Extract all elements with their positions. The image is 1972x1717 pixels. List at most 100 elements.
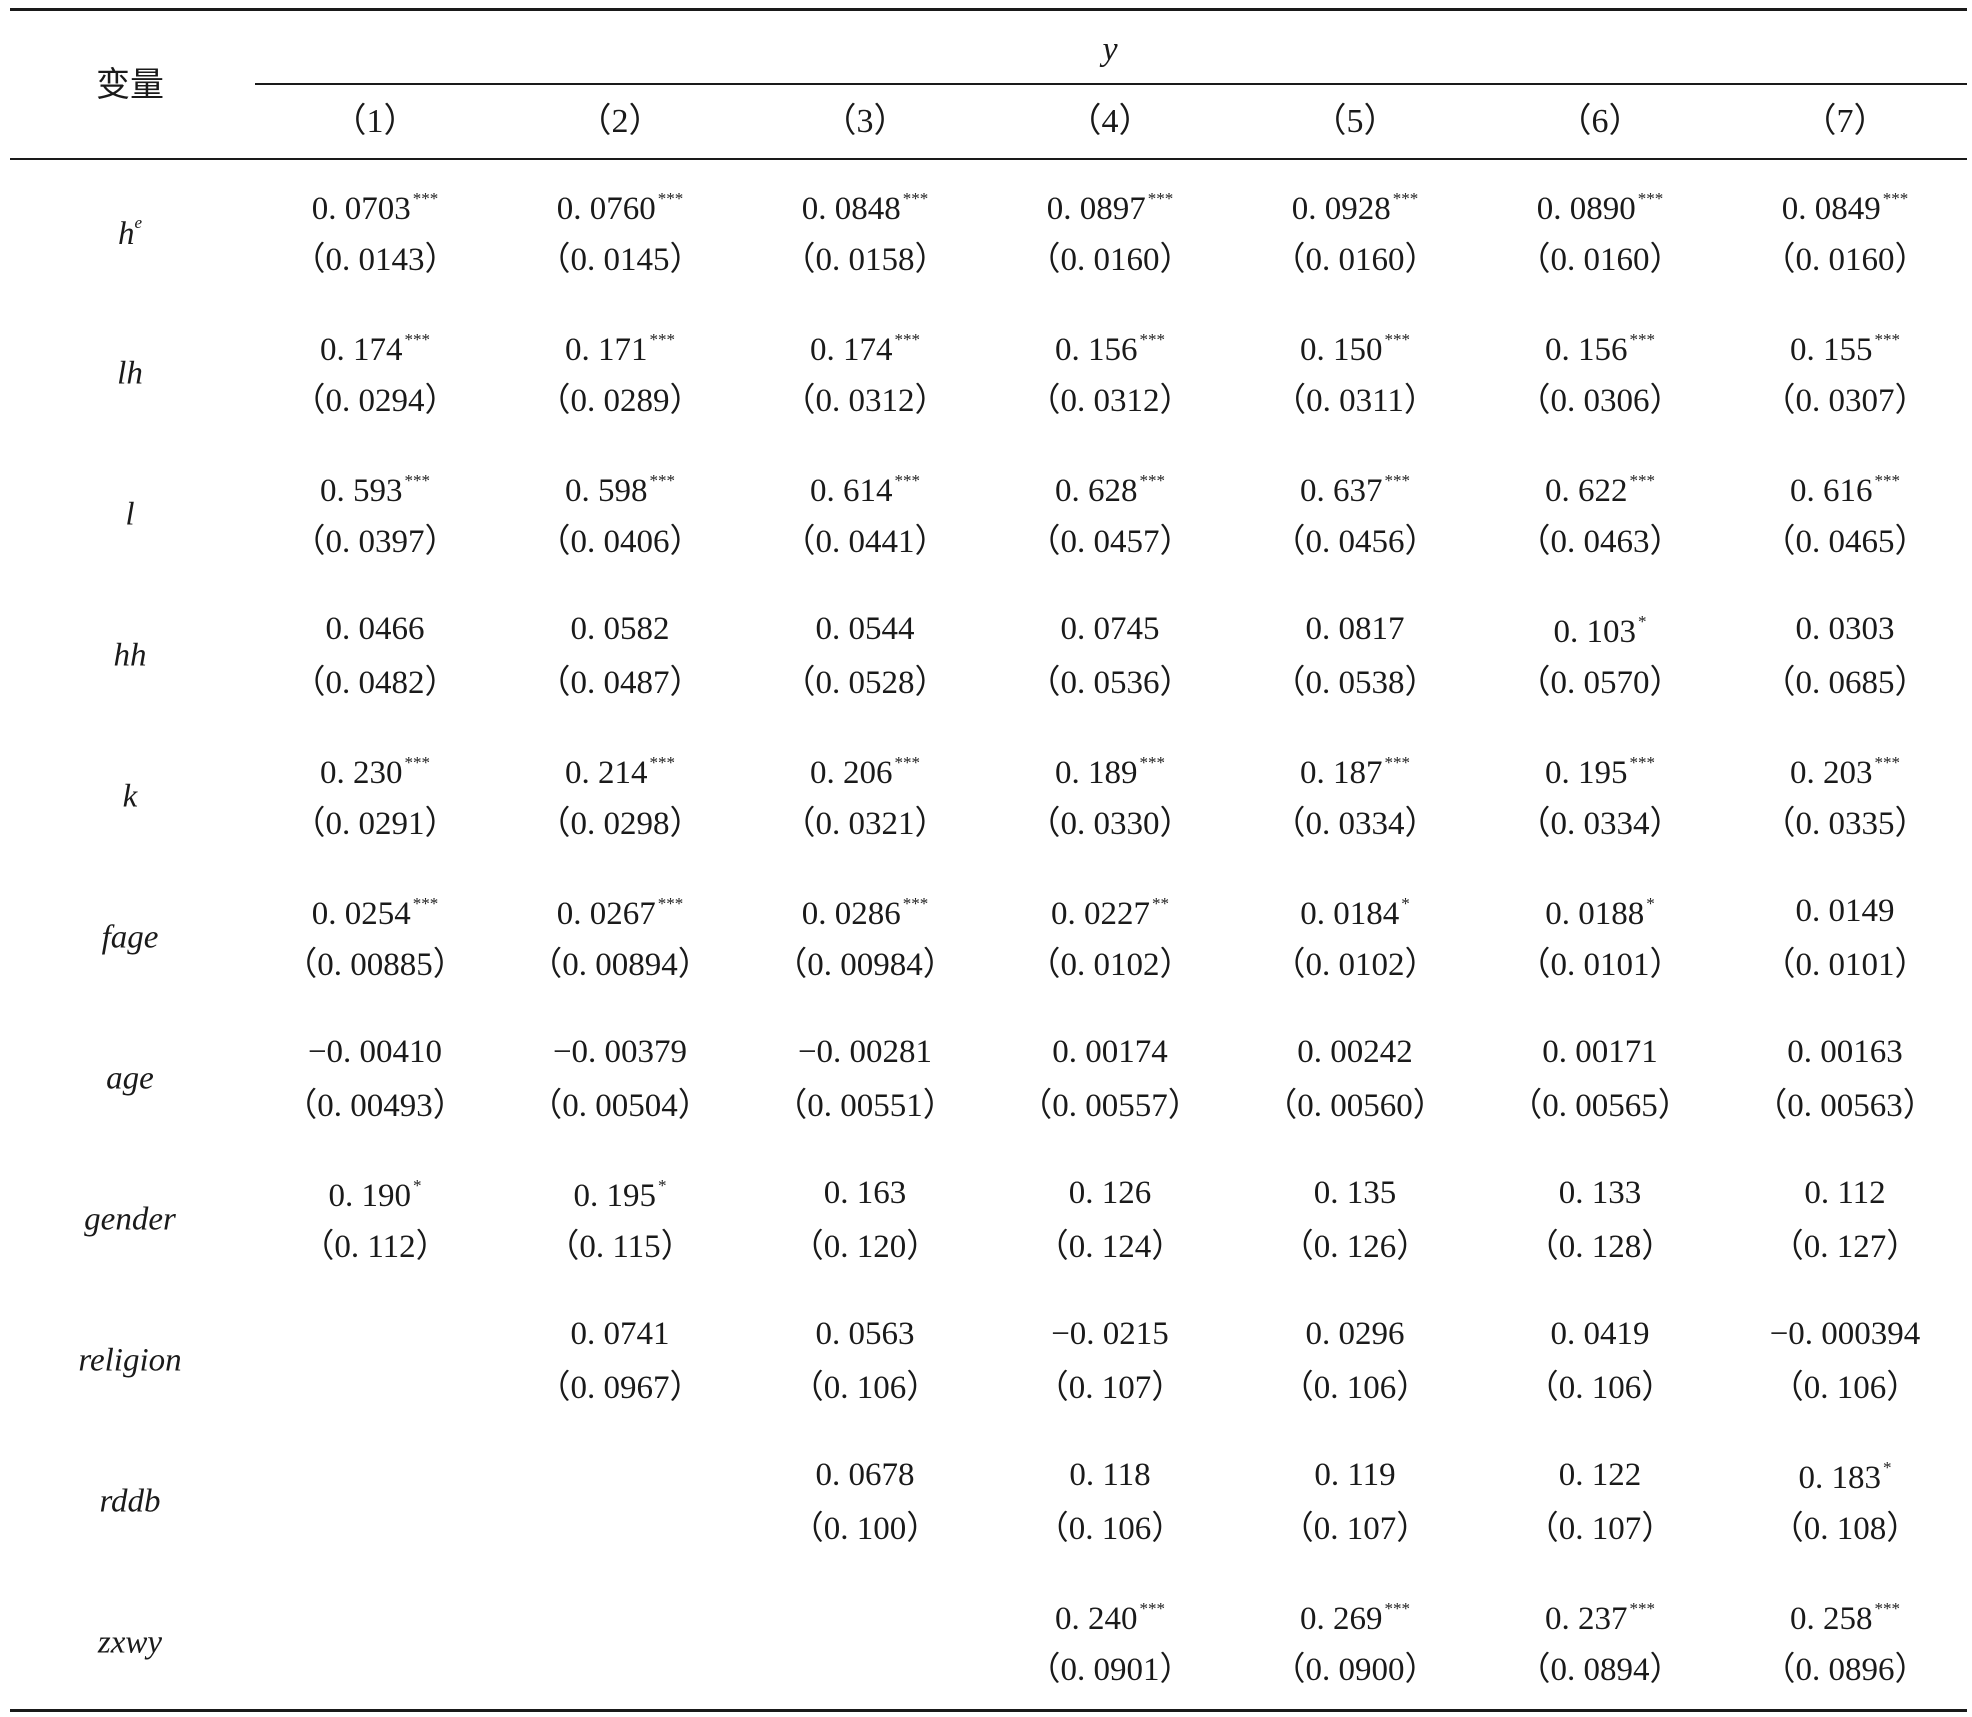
standard-error: （0. 0397） xyxy=(292,524,458,560)
significance-stars: * xyxy=(1401,894,1410,913)
coefficient-value: 0. 622 xyxy=(1545,473,1628,509)
significance-stars: *** xyxy=(1629,471,1656,490)
table-cell: 0. 174 *** （0. 0294） xyxy=(293,331,458,418)
significance-stars: *** xyxy=(1384,753,1411,772)
table-cell: −0. 00281 （0. 00551） xyxy=(774,1036,956,1123)
coefficient: 0. 174 *** xyxy=(293,331,458,371)
row-label-text: h xyxy=(117,216,135,252)
coefficient: 0. 195 * xyxy=(546,1177,693,1217)
table-cell: 0. 112 （0. 127） xyxy=(1771,1177,1920,1264)
significance-stars: *** xyxy=(1392,189,1419,208)
significance-stars: *** xyxy=(404,753,431,772)
table-top-rule xyxy=(10,8,1967,11)
table-cell: 0. 0928 *** （0. 0160） xyxy=(1273,190,1438,277)
table-cell: 0. 269 *** （0. 0900） xyxy=(1273,1600,1438,1687)
standard-error: （0. 0536） xyxy=(1027,665,1193,701)
coefficient-value: 0. 0184 xyxy=(1300,896,1400,932)
table-cell: 0. 155 *** （0. 0307） xyxy=(1763,331,1928,418)
standard-error: （0. 0465） xyxy=(1762,524,1928,560)
standard-error: （0. 127） xyxy=(1770,1229,1920,1265)
coefficient-value: 0. 174 xyxy=(320,332,403,368)
table-cell: 0. 0563 （0. 106） xyxy=(791,1318,940,1405)
table-cell: 0. 0267 *** （0. 00894） xyxy=(529,895,711,982)
table-cell: 0. 0296 （0. 106） xyxy=(1281,1318,1430,1405)
table-cell: 0. 126 （0. 124） xyxy=(1036,1177,1185,1264)
coefficient: 0. 616 *** xyxy=(1763,472,1928,512)
standard-error: （0. 0311） xyxy=(1273,383,1437,419)
standard-error: （0. 00560） xyxy=(1264,1088,1446,1124)
coefficient-value: 0. 133 xyxy=(1558,1175,1642,1211)
coefficient-value: 0. 230 xyxy=(320,755,403,791)
coefficient: 0. 598 *** xyxy=(538,472,703,512)
column-header-6: （6） xyxy=(1557,103,1643,140)
coefficient: 0. 171 *** xyxy=(538,331,703,371)
table-cell: 0. 214 *** （0. 0298） xyxy=(538,754,703,841)
coefficient: 0. 122 xyxy=(1526,1459,1675,1499)
coefficient: 0. 269 *** xyxy=(1273,1600,1438,1640)
coefficient: 0. 0928 *** xyxy=(1273,190,1438,230)
column-header-7: （7） xyxy=(1802,103,1888,140)
coefficient-value: 0. 0267 xyxy=(556,896,656,932)
significance-stars: * xyxy=(1646,894,1655,913)
standard-error: （0. 106） xyxy=(1280,1370,1430,1406)
table-cell: 0. 616 *** （0. 0465） xyxy=(1763,472,1928,559)
significance-stars: *** xyxy=(1139,753,1166,772)
coefficient: 0. 103 * xyxy=(1518,613,1683,653)
significance-stars: *** xyxy=(894,753,921,772)
table-cell: −0. 0215 （0. 107） xyxy=(1036,1318,1185,1405)
standard-error: （0. 0160） xyxy=(1517,242,1683,278)
coefficient: 0. 637 *** xyxy=(1273,472,1438,512)
coefficient: 0. 0848 *** xyxy=(783,190,948,230)
standard-error: （0. 106） xyxy=(1035,1511,1185,1547)
coefficient: 0. 258 *** xyxy=(1763,1600,1928,1640)
row-label: k xyxy=(123,779,138,816)
significance-stars: *** xyxy=(1384,471,1411,490)
table-cell: 0. 122 （0. 107） xyxy=(1526,1459,1675,1546)
coefficient-value: 0. 0582 xyxy=(570,611,670,647)
coefficient-value: 0. 0849 xyxy=(1781,191,1881,227)
coefficient: 0. 183 * xyxy=(1771,1459,1920,1499)
coefficient-value: 0. 156 xyxy=(1055,332,1138,368)
standard-error: （0. 0894） xyxy=(1517,1652,1683,1688)
coefficient-value: 0. 00171 xyxy=(1542,1034,1658,1070)
row-label: age xyxy=(106,1061,154,1098)
table-cell: −0. 000394 （0. 106） xyxy=(1770,1318,1921,1405)
coefficient: 0. 112 xyxy=(1771,1177,1920,1217)
coefficient-value: 0. 0760 xyxy=(556,191,656,227)
coefficient-value: 0. 0254 xyxy=(311,896,411,932)
coefficient: 0. 214 *** xyxy=(538,754,703,794)
standard-error: （0. 00504） xyxy=(529,1088,711,1124)
table-cell: 0. 190 * （0. 112） xyxy=(301,1177,448,1264)
coefficient: 0. 0254 *** xyxy=(284,895,466,935)
table-cell: 0. 240 *** （0. 0901） xyxy=(1028,1600,1193,1687)
table-cell: 0. 163 （0. 120） xyxy=(791,1177,940,1264)
coefficient: 0. 0184 * xyxy=(1273,895,1438,935)
standard-error: （0. 0312） xyxy=(1027,383,1193,419)
standard-error: （0. 124） xyxy=(1035,1229,1185,1265)
coefficient-value: 0. 119 xyxy=(1314,1457,1396,1493)
standard-error: （0. 0334） xyxy=(1272,806,1438,842)
table-cell: 0. 133 （0. 128） xyxy=(1526,1177,1675,1264)
coefficient-value: 0. 174 xyxy=(810,332,893,368)
table-cell: 0. 0848 *** （0. 0158） xyxy=(783,190,948,277)
significance-stars: *** xyxy=(404,330,431,349)
standard-error: （0. 0967） xyxy=(537,1370,703,1406)
coefficient-value: 0. 237 xyxy=(1545,1601,1628,1637)
variable-column-header: 变量 xyxy=(96,65,164,105)
significance-stars: *** xyxy=(1629,330,1656,349)
standard-error: （0. 0306） xyxy=(1517,383,1683,419)
coefficient-value: 0. 0303 xyxy=(1795,611,1895,647)
standard-error: （0. 0307） xyxy=(1762,383,1928,419)
coefficient: 0. 150 *** xyxy=(1273,331,1437,371)
significance-stars: *** xyxy=(1629,753,1656,772)
standard-error: （0. 115） xyxy=(546,1229,694,1265)
standard-error: （0. 00885） xyxy=(284,947,466,983)
coefficient-value: 0. 118 xyxy=(1069,1457,1151,1493)
coefficient-value: 0. 0678 xyxy=(815,1457,915,1493)
table-cell: 0. 174 *** （0. 0312） xyxy=(783,331,948,418)
standard-error: （0. 0158） xyxy=(782,242,948,278)
standard-error: （0. 106） xyxy=(790,1370,940,1406)
coefficient: 0. 0544 xyxy=(783,613,948,653)
coefficient: 0. 614 *** xyxy=(783,472,948,512)
significance-stars: *** xyxy=(1874,1599,1901,1618)
